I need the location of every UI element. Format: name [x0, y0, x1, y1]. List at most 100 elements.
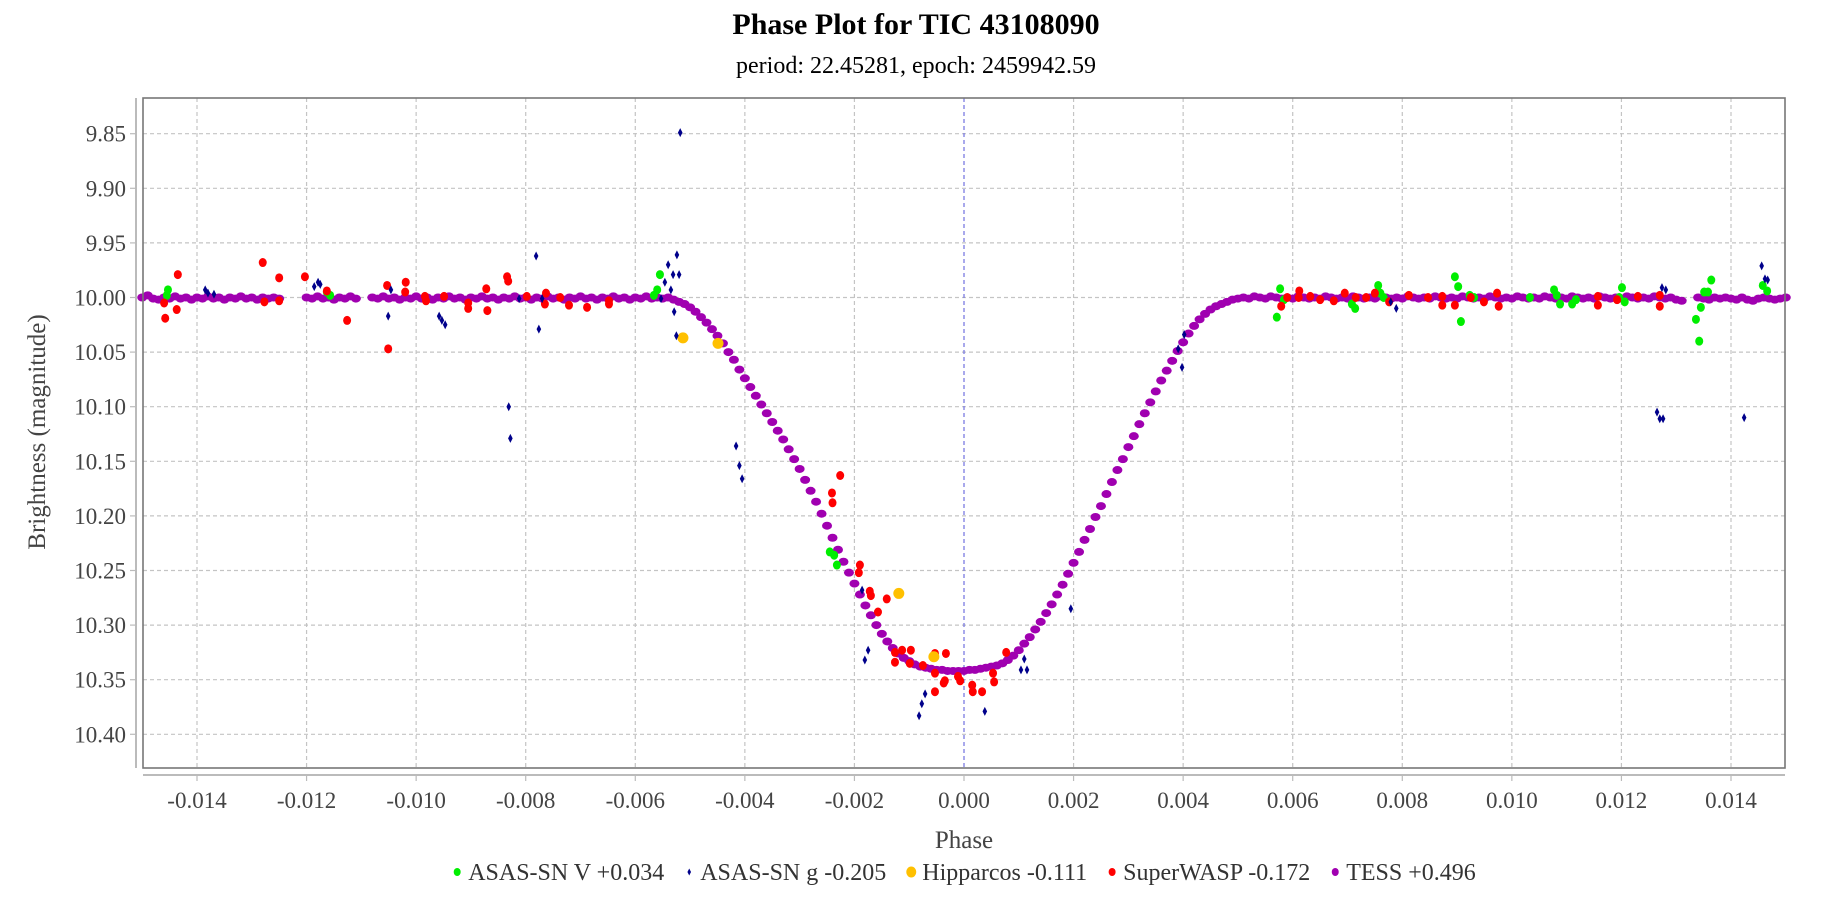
data-point: [805, 486, 816, 495]
data-point: [712, 331, 723, 340]
data-point: [1175, 344, 1181, 354]
data-point: [1388, 297, 1394, 307]
data-point: [1393, 303, 1399, 313]
x-tick-label: 0.014: [1705, 788, 1757, 813]
data-point: [1593, 300, 1602, 310]
data-point: [483, 306, 492, 316]
data-point: [1002, 647, 1011, 657]
data-point: [1340, 288, 1349, 298]
data-point: [1657, 414, 1663, 424]
data-point: [506, 402, 512, 412]
y-tick-label: 10.30: [74, 613, 126, 638]
data-point: [734, 365, 745, 374]
data-point: [822, 521, 833, 530]
data-point: [260, 297, 269, 307]
data-point: [436, 311, 442, 321]
data-point: [830, 550, 839, 560]
data-point: [1456, 317, 1465, 327]
data-point: [1351, 293, 1360, 302]
data-point: [1046, 600, 1057, 609]
data-point: [401, 277, 410, 287]
data-point: [556, 293, 565, 302]
x-tick-label: -0.002: [825, 788, 884, 813]
data-point: [1150, 387, 1161, 396]
data-point: [772, 426, 783, 435]
data-point: [322, 286, 331, 296]
data-point: [439, 315, 445, 325]
data-point: [1329, 296, 1338, 306]
legend-marker-icon: [1108, 868, 1116, 876]
y-tick-label: 9.90: [86, 176, 126, 201]
data-point: [440, 291, 449, 301]
data-point: [1063, 569, 1074, 578]
x-tick-label: 0.010: [1486, 788, 1538, 813]
data-point: [1041, 609, 1052, 618]
data-point: [1181, 330, 1187, 340]
data-point: [1695, 336, 1704, 346]
data-point: [968, 687, 977, 697]
data-point: [422, 296, 431, 306]
data-point: [701, 318, 712, 327]
data-point: [482, 284, 491, 294]
y-tick-label: 10.40: [74, 722, 126, 747]
data-point: [541, 288, 550, 298]
plot-frame: [142, 97, 1786, 769]
data-point: [728, 355, 739, 364]
y-tick-label: 10.10: [74, 395, 126, 420]
data-point: [989, 668, 998, 678]
data-point: [767, 417, 778, 426]
data-point: [1117, 455, 1128, 464]
data-point: [859, 585, 865, 595]
data-point: [789, 455, 800, 464]
legend-item: TESS +0.496: [1331, 860, 1476, 886]
data-point: [866, 591, 875, 601]
data-point: [1450, 272, 1459, 282]
data-point: [1106, 478, 1117, 487]
data-point: [1095, 502, 1106, 511]
data-point: [1759, 261, 1764, 271]
data-point: [516, 294, 522, 304]
legend-item: ASAS-SN V +0.034: [453, 860, 664, 886]
data-point: [173, 270, 182, 280]
data-point: [1145, 398, 1156, 407]
data-point: [690, 307, 701, 316]
data-point: [1021, 654, 1027, 664]
data-point: [539, 294, 545, 304]
data-point: [172, 305, 181, 315]
data-point: [464, 303, 473, 313]
data-point: [816, 509, 827, 518]
data-point: [918, 661, 927, 671]
data-point: [1068, 604, 1074, 614]
data-point: [564, 300, 573, 310]
data-point: [794, 464, 805, 473]
data-point: [811, 497, 822, 506]
chart-title: Phase Plot for TIC 43108090: [732, 8, 1099, 41]
x-tick-label: 0.012: [1596, 788, 1648, 813]
data-point: [658, 294, 664, 304]
data-point: [1024, 633, 1035, 642]
data-point: [1655, 301, 1664, 311]
data-point: [827, 533, 838, 542]
data-point: [275, 273, 284, 283]
data-point: [1128, 432, 1139, 441]
data-point: [745, 383, 756, 392]
data-point: [1424, 293, 1433, 302]
data-point: [1183, 329, 1194, 338]
data-point: [940, 676, 949, 686]
data-point: [1316, 295, 1325, 305]
data-point: [1479, 297, 1488, 307]
data-point: [1306, 291, 1315, 301]
data-point: [1438, 300, 1447, 310]
data-point: [1161, 366, 1172, 375]
data-point: [1466, 293, 1475, 302]
data-point: [1294, 293, 1303, 302]
data-point: [876, 629, 887, 638]
data-point: [1633, 291, 1642, 301]
data-point: [522, 291, 531, 301]
data-point: [828, 498, 837, 508]
legend-item: ASAS-SN g -0.205: [687, 860, 886, 886]
data-point: [540, 299, 549, 309]
data-point: [1438, 291, 1447, 301]
data-point: [1018, 665, 1024, 675]
data-point: [350, 294, 361, 303]
